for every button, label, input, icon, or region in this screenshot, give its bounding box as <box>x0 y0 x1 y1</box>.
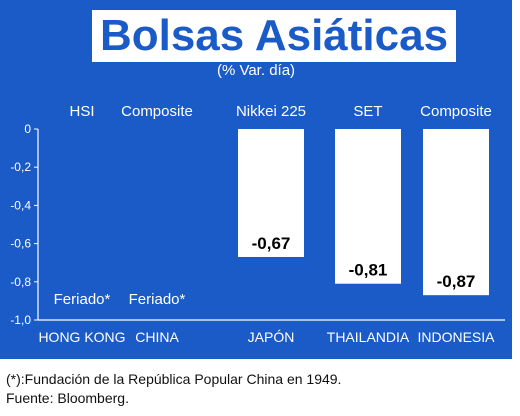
bar-chart: 0 -0,2 -0,4 -0,6 -0,8 -1,0 HSI Composite Nikkei … <box>10 103 505 345</box>
bar-value-label: -0,81 <box>349 261 388 280</box>
category-label: INDONESIA <box>417 329 495 345</box>
bar-value-label: -0,87 <box>437 272 476 291</box>
chart-subtitle: (% Var. día) <box>216 62 296 79</box>
holiday-label: Feriado* <box>129 291 186 308</box>
index-name-label: Composite <box>420 103 492 120</box>
holiday-label: Feriado* <box>54 291 111 308</box>
bar-value-label: -0,67 <box>252 234 291 253</box>
index-name-label: SET <box>353 103 382 120</box>
category-label: THAILANDIA <box>327 329 410 345</box>
footnote-source: Fuente: Bloomberg. <box>6 390 129 406</box>
category-label: JAPÓN <box>248 329 295 345</box>
bar <box>423 129 489 296</box>
category-label: CHINA <box>135 329 179 345</box>
chart-title: Bolsas Asiáticas <box>99 11 449 60</box>
y-tick-label: -0,2 <box>10 160 31 174</box>
index-name-label: Composite <box>121 103 193 120</box>
title-box: Bolsas Asiáticas <box>92 10 456 62</box>
y-tick-label: -0,6 <box>10 237 31 251</box>
y-tick-label: -0,4 <box>10 198 31 212</box>
y-tick-label: 0 <box>24 122 31 136</box>
bar <box>238 129 304 257</box>
y-tick-label: -0,8 <box>10 275 31 289</box>
index-name-label: Nikkei 225 <box>236 103 306 120</box>
footnotes: (*):Fundación de la República Popular Ch… <box>6 370 341 408</box>
category-label: HONG KONG <box>38 329 125 345</box>
bar <box>335 129 401 284</box>
index-name-label: HSI <box>69 103 94 120</box>
y-tick-label: -1,0 <box>10 313 31 327</box>
footnote-holiday: (*):Fundación de la República Popular Ch… <box>6 371 342 387</box>
